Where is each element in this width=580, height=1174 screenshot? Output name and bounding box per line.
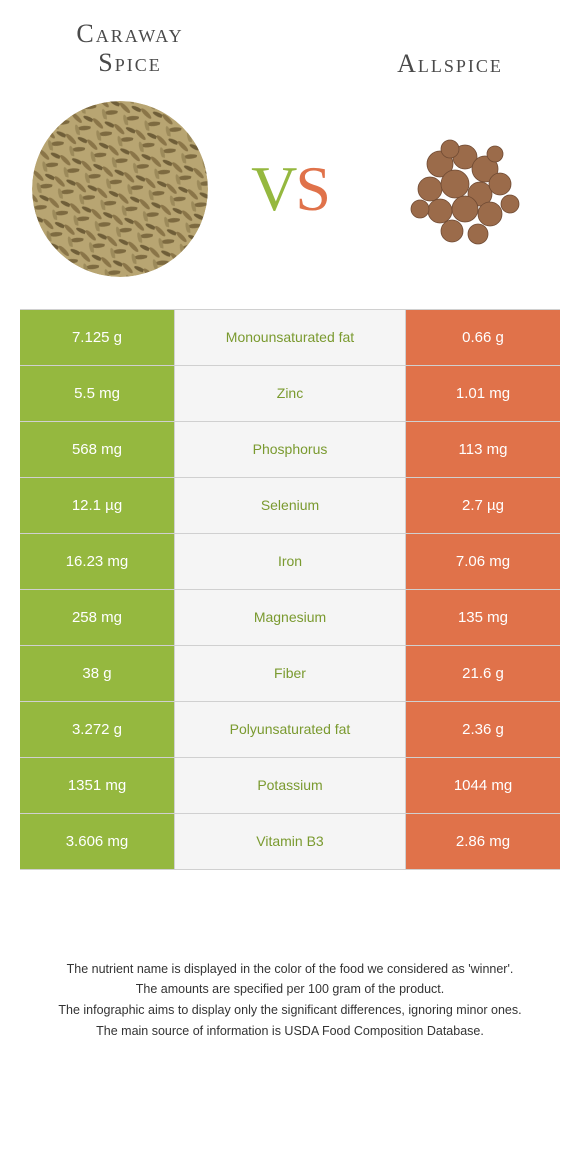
left-value: 568 mg — [20, 422, 175, 477]
vs-s: S — [295, 153, 329, 224]
left-title-line1: Caraway — [76, 19, 183, 48]
table-row: 1351 mgPotassium1044 mg — [20, 758, 560, 814]
left-value: 38 g — [20, 646, 175, 701]
right-title-text: Allspice — [397, 49, 503, 78]
nutrient-name: Iron — [175, 534, 405, 589]
left-value: 258 mg — [20, 590, 175, 645]
footer-line-1: The nutrient name is displayed in the co… — [30, 960, 550, 979]
right-value: 2.36 g — [405, 702, 560, 757]
nutrient-name: Fiber — [175, 646, 405, 701]
table-row: 7.125 gMonounsaturated fat0.66 g — [20, 310, 560, 366]
images-row: VS — [0, 79, 580, 309]
nutrient-name: Monounsaturated fat — [175, 310, 405, 365]
footer-line-4: The main source of information is USDA F… — [30, 1022, 550, 1041]
footer: The nutrient name is displayed in the co… — [0, 960, 580, 1041]
left-value: 7.125 g — [20, 310, 175, 365]
left-value: 16.23 mg — [20, 534, 175, 589]
nutrient-name: Zinc — [175, 366, 405, 421]
right-value: 21.6 g — [405, 646, 560, 701]
right-value: 0.66 g — [405, 310, 560, 365]
right-value: 2.7 µg — [405, 478, 560, 533]
table-row: 3.272 gPolyunsaturated fat2.36 g — [20, 702, 560, 758]
left-value: 12.1 µg — [20, 478, 175, 533]
right-value: 135 mg — [405, 590, 560, 645]
table-row: 3.606 mgVitamin B32.86 mg — [20, 814, 560, 870]
left-value: 1351 mg — [20, 758, 175, 813]
nutrient-table: 7.125 gMonounsaturated fat0.66 g5.5 mgZi… — [20, 309, 560, 870]
table-row: 38 gFiber21.6 g — [20, 646, 560, 702]
left-value: 3.606 mg — [20, 814, 175, 869]
table-row: 16.23 mgIron7.06 mg — [20, 534, 560, 590]
footer-line-2: The amounts are specified per 100 gram o… — [30, 980, 550, 999]
right-value: 2.86 mg — [405, 814, 560, 869]
table-row: 568 mgPhosphorus113 mg — [20, 422, 560, 478]
vs-v: V — [251, 153, 295, 224]
vs-label: VS — [251, 152, 329, 226]
nutrient-name: Phosphorus — [175, 422, 405, 477]
table-row: 5.5 mgZinc1.01 mg — [20, 366, 560, 422]
table-row: 12.1 µgSelenium2.7 µg — [20, 478, 560, 534]
footer-line-3: The infographic aims to display only the… — [30, 1001, 550, 1020]
nutrient-name: Polyunsaturated fat — [175, 702, 405, 757]
right-value: 1.01 mg — [405, 366, 560, 421]
nutrient-name: Vitamin B3 — [175, 814, 405, 869]
caraway-image — [30, 99, 210, 279]
left-value: 3.272 g — [20, 702, 175, 757]
right-title: Allspice — [360, 20, 540, 79]
table-row: 258 mgMagnesium135 mg — [20, 590, 560, 646]
nutrient-name: Selenium — [175, 478, 405, 533]
right-value: 7.06 mg — [405, 534, 560, 589]
nutrient-name: Potassium — [175, 758, 405, 813]
left-title: Caraway Spice — [40, 20, 220, 77]
right-value: 1044 mg — [405, 758, 560, 813]
right-value: 113 mg — [405, 422, 560, 477]
left-title-line2: Spice — [98, 48, 161, 77]
header: Caraway Spice Allspice — [0, 0, 580, 79]
allspice-image — [370, 99, 550, 279]
nutrient-name: Magnesium — [175, 590, 405, 645]
left-value: 5.5 mg — [20, 366, 175, 421]
